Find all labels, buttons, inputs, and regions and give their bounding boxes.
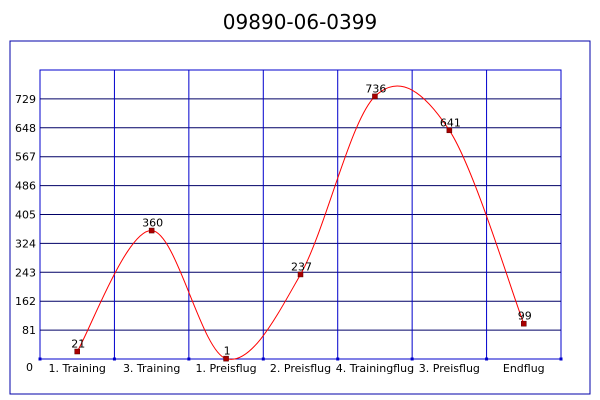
y-tick-label: 405 — [15, 209, 36, 222]
x-axis-tick-mark — [485, 357, 489, 361]
data-point-marker — [521, 320, 527, 327]
data-point-marker — [223, 355, 229, 362]
x-axis-ticks: 1. Training 3. Training 1. Preisflug 2. Pre… — [49, 362, 545, 375]
x-tick-label: 3. Preisflug — [419, 362, 480, 375]
y-axis-ticks: 0 81 162 243 324 405 486 567 648 729 — [15, 93, 36, 374]
data-point-label: 1 — [224, 345, 231, 358]
y-tick-label: 567 — [15, 151, 36, 164]
data-point-marker — [446, 127, 453, 134]
series-markers — [74, 93, 527, 362]
data-point-label: 21 — [71, 338, 85, 351]
x-axis-tick-mark — [559, 357, 563, 361]
x-axis-tick-mark — [261, 357, 265, 361]
x-tick-label: 4. Trainingflug — [336, 362, 414, 375]
x-axis-tick-mark — [38, 357, 42, 361]
x-axis-tick-mark — [187, 357, 191, 361]
data-point-label: 99 — [518, 310, 532, 323]
chart-frame — [9, 40, 591, 395]
data-point-label: 237 — [291, 260, 312, 273]
data-point-label: 360 — [142, 217, 163, 230]
y-tick-label: 81 — [22, 324, 36, 337]
x-axis-tick-mark — [410, 357, 414, 361]
y-tick-label: 162 — [15, 295, 36, 308]
data-labels: 21 360 1 237 736 641 99 — [71, 82, 532, 357]
y-tick-label: 486 — [15, 180, 36, 193]
data-point-marker — [148, 227, 155, 234]
x-tick-label: 1. Training — [49, 362, 106, 375]
data-point-label: 641 — [440, 116, 461, 129]
data-point-marker — [74, 348, 80, 355]
y-tick-label: 0 — [26, 361, 33, 374]
x-tick-label: Endflug — [503, 362, 545, 375]
chart-title: 09890-06-0399 — [223, 10, 377, 34]
data-point-marker — [297, 271, 304, 278]
x-axis-tick-mark — [112, 357, 116, 361]
grid — [38, 69, 563, 361]
y-tick-label: 648 — [15, 122, 36, 135]
x-axis-tick-mark — [336, 357, 340, 361]
y-tick-label: 243 — [15, 266, 36, 279]
x-tick-label: 2. Preisflug — [270, 362, 331, 375]
y-tick-label: 729 — [15, 93, 36, 106]
x-tick-label: 3. Training — [123, 362, 180, 375]
y-tick-label: 324 — [15, 237, 36, 250]
data-point-marker — [372, 93, 378, 100]
data-point-label: 736 — [365, 82, 386, 95]
x-tick-label: 1. Preisflug — [195, 362, 256, 375]
